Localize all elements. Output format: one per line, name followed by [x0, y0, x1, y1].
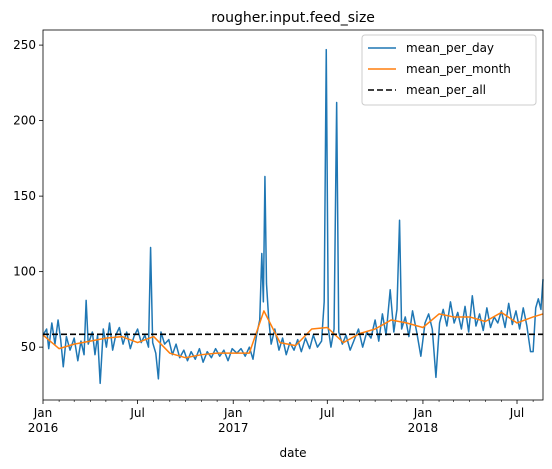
x-tick-label: Jan — [33, 406, 53, 420]
x-tick-label: Jul — [509, 406, 524, 420]
x-tick-year-label: 2018 — [408, 421, 439, 435]
x-tick-label: Jan — [413, 406, 433, 420]
x-tick-year-label: 2016 — [28, 421, 59, 435]
x-tick-label: Jul — [129, 406, 144, 420]
series-line-mean-per-month — [42, 310, 544, 359]
legend-label-mean-per-day: mean_per_day — [406, 41, 494, 55]
y-tick-label: 50 — [21, 340, 36, 354]
plot-frame — [42, 29, 544, 401]
x-tick-label: Jan — [223, 406, 243, 420]
y-tick-label: 250 — [13, 38, 36, 52]
y-axis: 50 100 150 200 250 — [13, 38, 43, 354]
chart-title: rougher.input.feed_size — [211, 10, 375, 26]
legend-box — [361, 34, 537, 106]
y-tick-label: 150 — [13, 189, 36, 203]
y-tick-label: 100 — [13, 265, 36, 279]
x-axis-label: date — [279, 446, 306, 460]
y-tick-label: 200 — [13, 114, 36, 128]
series-line-mean-per-day — [42, 48, 544, 385]
x-tick-label: Jul — [319, 406, 334, 420]
series-layer — [42, 48, 544, 385]
legend-label-mean-per-month: mean_per_month — [406, 62, 511, 76]
legend: mean_per_day mean_per_month mean_per_all — [361, 34, 537, 106]
legend-label-mean-per-all: mean_per_all — [406, 83, 486, 97]
x-tick-year-label: 2017 — [218, 421, 249, 435]
